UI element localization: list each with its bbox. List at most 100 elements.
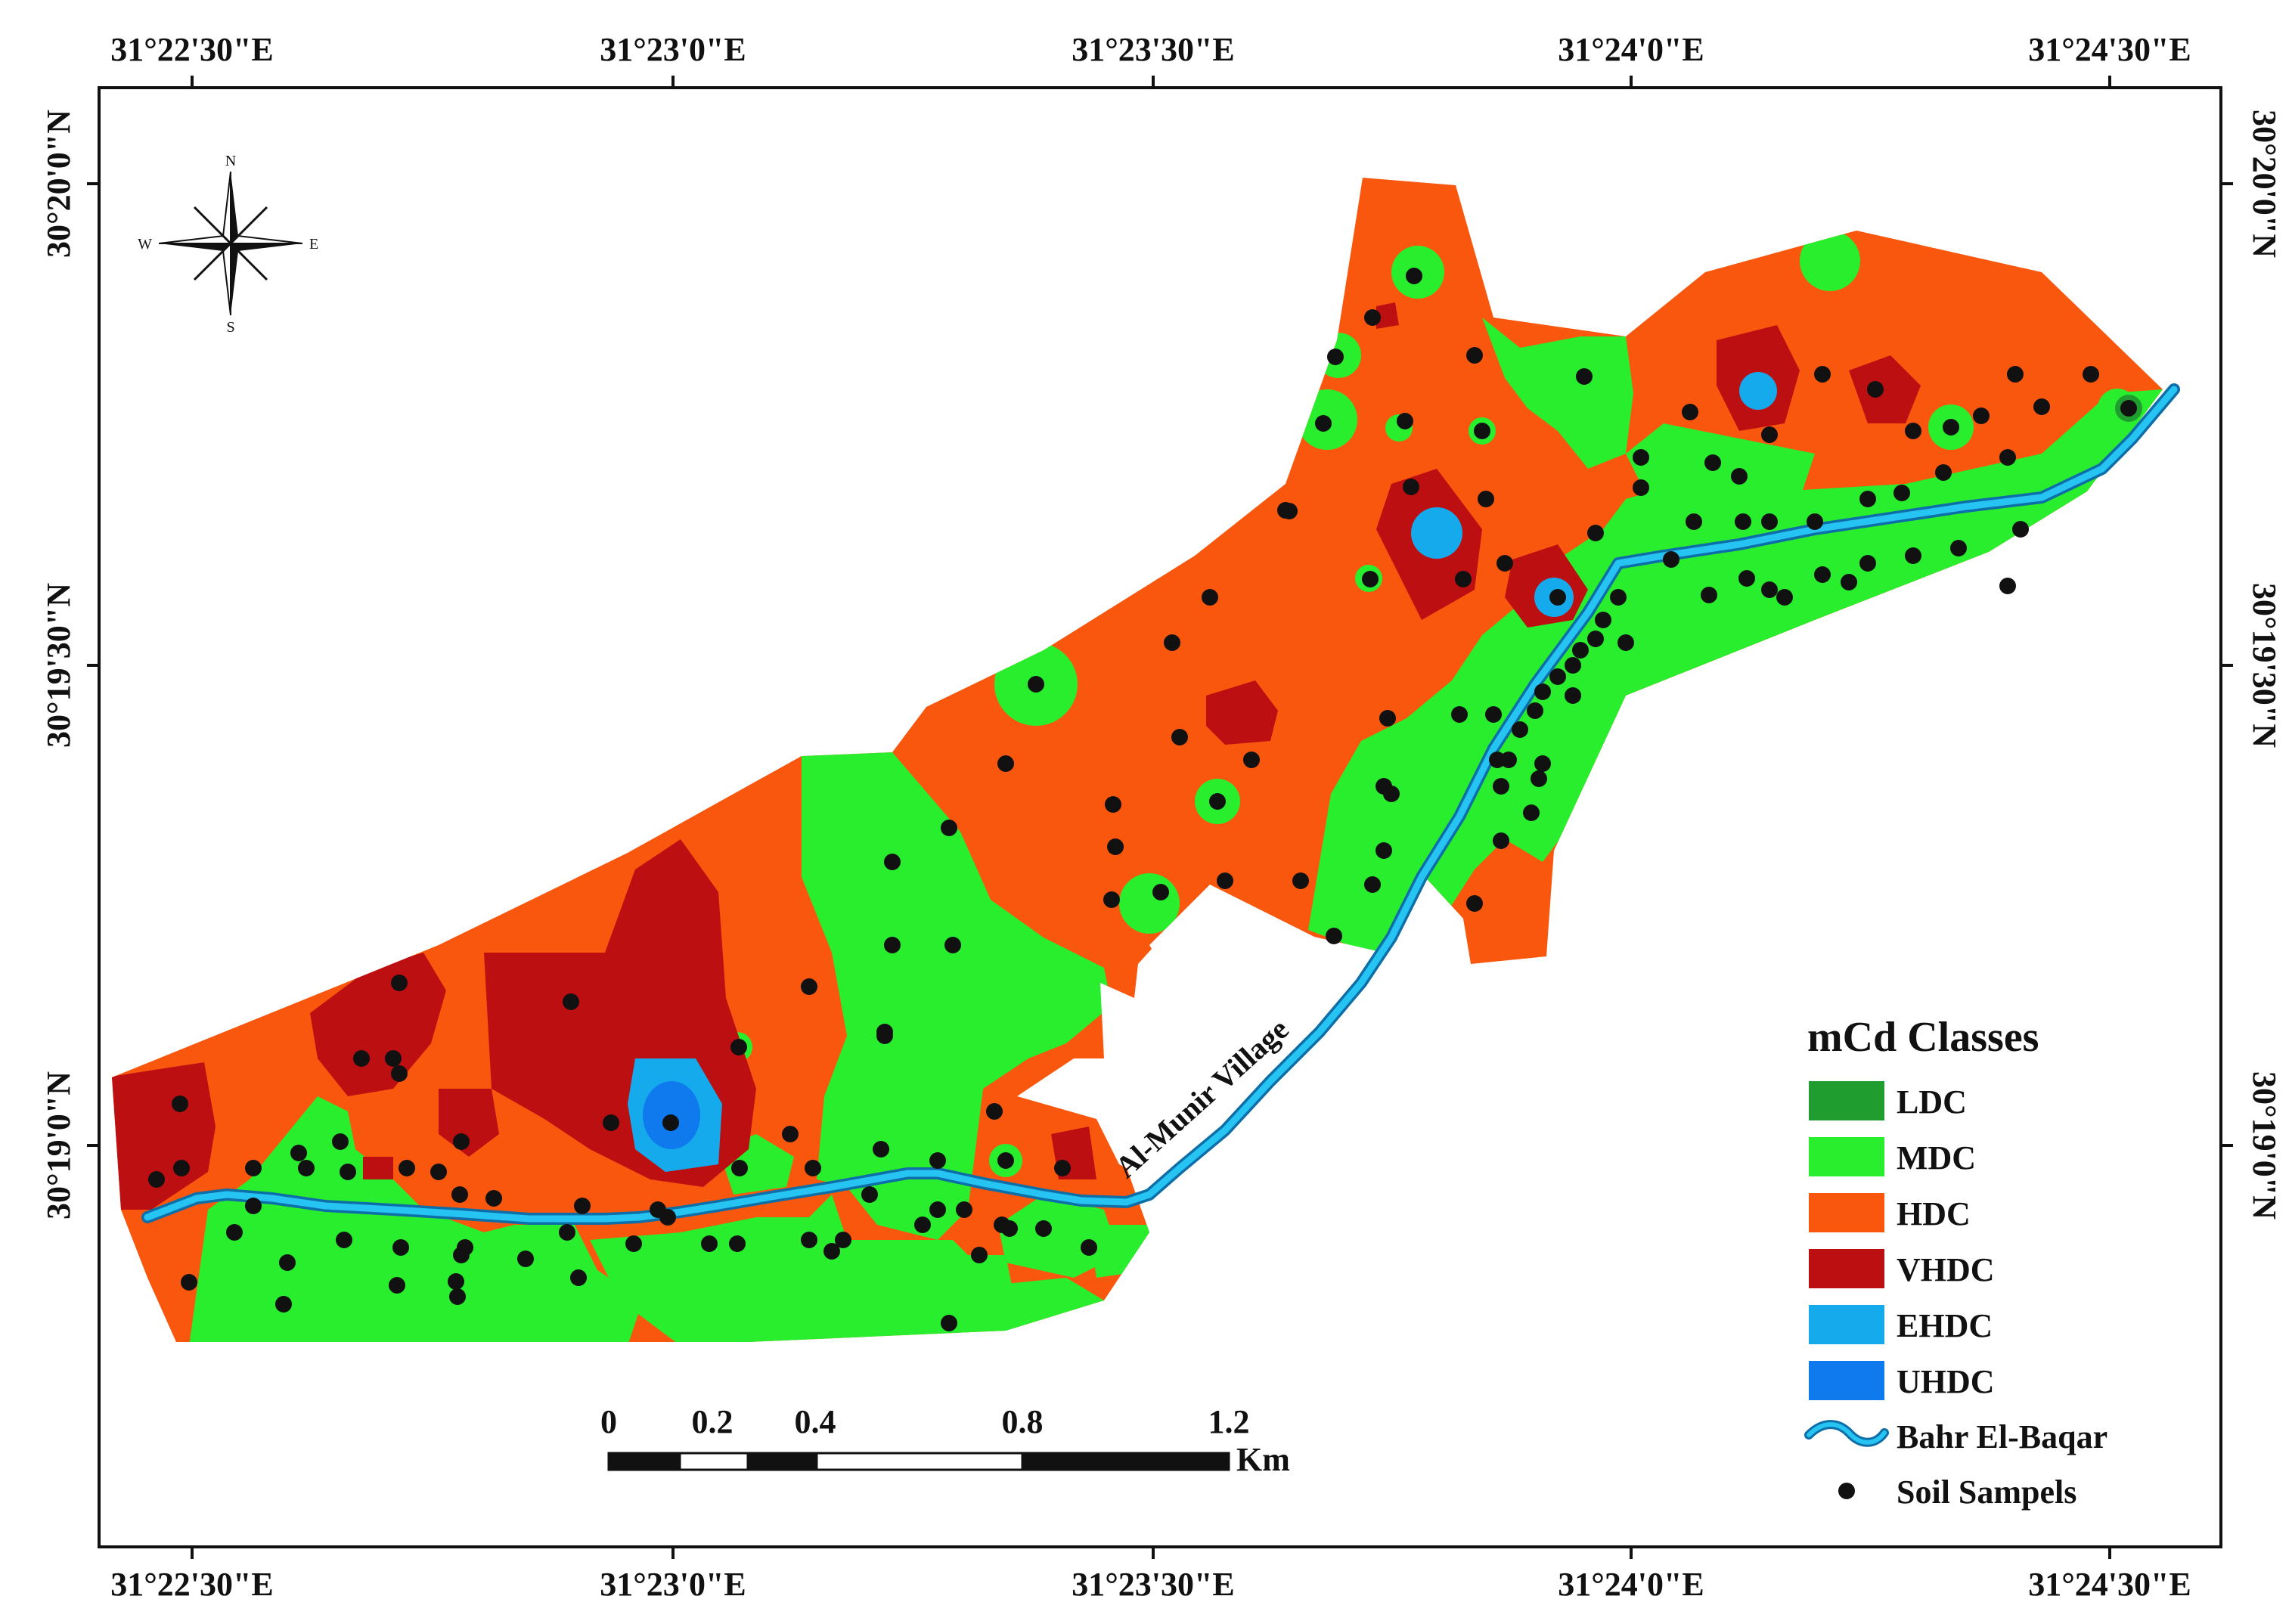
soil-sample-point: [1701, 587, 1717, 603]
soil-sample-point: [731, 1160, 748, 1176]
soil-sample-point: [997, 1152, 1014, 1169]
lon-label-top-1: 31°22'30"E: [110, 31, 274, 68]
soil-sample-point: [876, 1024, 893, 1040]
soil-sample-point: [1527, 702, 1543, 719]
river-bahr-el-baqar-inner: [144, 386, 2178, 1223]
soil-sample-point: [448, 1273, 464, 1290]
soil-sample-point: [1534, 755, 1551, 772]
soil-sample-point: [1841, 574, 1857, 590]
legend-label-ehdc: EHDC: [1897, 1307, 1993, 1344]
soil-sample-point: [245, 1160, 262, 1176]
village-area: [1017, 885, 1384, 1183]
left-latitude-labels: 30°20'0"N 30°19'30"N 30°19'0"N: [40, 110, 77, 1220]
soil-sample-point: [801, 978, 817, 995]
scale-tick-1-2: 1.2: [1208, 1403, 1250, 1440]
soil-sample-point: [662, 1114, 679, 1131]
soil-sample-point: [1776, 589, 1793, 606]
soil-sample-point: [1209, 793, 1226, 810]
soil-sample-point: [914, 1216, 931, 1233]
soil-sample-point: [298, 1160, 315, 1176]
soil-sample-point: [1859, 555, 1876, 572]
scale-tick-0-4: 0.4: [795, 1403, 836, 1440]
soil-sample-point: [1474, 423, 1490, 439]
scale-tick-0: 0: [600, 1403, 617, 1440]
legend-label-mdc: MDC: [1897, 1139, 1976, 1176]
scale-unit: Km: [1236, 1441, 1290, 1478]
map-frame: [98, 86, 2222, 1548]
soil-sample-point: [1633, 449, 1649, 466]
soil-sample-point: [1531, 770, 1547, 787]
lon-label-bottom-4: 31°24'0"E: [1558, 1566, 1704, 1603]
soil-sample-point: [1704, 454, 1721, 471]
soil-sample-point: [941, 820, 957, 836]
soil-sample-point: [944, 937, 961, 953]
soil-sample-point: [701, 1235, 718, 1252]
legend-swatch-mdc: [1809, 1137, 1884, 1176]
soil-sample-point: [835, 1232, 851, 1248]
soil-sample-point: [1493, 832, 1509, 849]
compass-w: W: [138, 236, 152, 253]
soil-sample-point: [1565, 687, 1581, 704]
soil-sample-point: [1534, 683, 1551, 700]
lat-label-right-3: 30°19'0"N: [2246, 1071, 2283, 1220]
soil-sample-point: [290, 1145, 307, 1161]
scale-bar: 0 0.2 0.4 0.8 1.2 Km: [600, 1403, 1290, 1478]
soil-sample-point: [1893, 485, 1910, 501]
soil-sample-point: [1364, 876, 1381, 893]
soil-sample-point: [1466, 895, 1483, 912]
soil-sample-point: [1867, 381, 1884, 398]
top-longitude-labels: 31°22'30"E 31°23'0"E 31°23'30"E 31°24'0"…: [110, 31, 2191, 68]
soil-sample-point: [340, 1164, 356, 1180]
right-latitude-labels: 30°20'0"N 30°19'30"N 30°19'0"N: [2246, 110, 2283, 1220]
soil-sample-point: [1489, 752, 1506, 768]
soil-sample-point: [884, 854, 901, 870]
soil-sample-point: [1523, 804, 1540, 821]
lat-label-right-1: 30°20'0"N: [2246, 110, 2283, 258]
legend-swatch-uhdc: [1809, 1361, 1884, 1400]
soil-sample-point: [1326, 928, 1342, 944]
soil-sample-point: [1999, 449, 2016, 466]
soil-sample-point: [929, 1152, 946, 1169]
lon-label-bottom-3: 31°23'30"E: [1072, 1566, 1235, 1603]
soil-sample-point: [1610, 589, 1627, 606]
soil-sample-point: [148, 1171, 165, 1188]
soil-sample-point: [1572, 642, 1589, 659]
soil-sample-point: [389, 1277, 405, 1294]
soil-sample-point: [485, 1190, 502, 1207]
soil-sample-point: [971, 1247, 988, 1263]
soil-sample-point: [1587, 631, 1604, 647]
soil-sample-point: [1455, 571, 1472, 587]
soil-sample-point: [451, 1186, 468, 1203]
soil-sample-point: [1576, 368, 1593, 385]
soil-sample-point: [574, 1198, 591, 1214]
frame-ticks: [87, 76, 2233, 1559]
soil-sample-point: [1327, 349, 1344, 365]
lon-label-top-5: 31°24'30"E: [2028, 31, 2191, 68]
lat-label-left-1: 30°20'0"N: [40, 110, 77, 258]
legend-swatch-hdc: [1809, 1193, 1884, 1232]
soil-sample-point: [453, 1247, 470, 1263]
soil-sample-point: [1905, 547, 1921, 564]
soil-sample-point: [1761, 426, 1778, 443]
scale-tick-0-2: 0.2: [692, 1403, 734, 1440]
soil-sample-point: [2012, 521, 2029, 538]
soil-sample-point: [563, 993, 579, 1010]
lon-label-top-4: 31°24'0"E: [1558, 31, 1704, 68]
soil-sample-point: [275, 1296, 292, 1313]
soil-sample-point: [399, 1160, 415, 1176]
legend-sample-icon: [1838, 1483, 1855, 1499]
scale-tick-0-8: 0.8: [1002, 1403, 1044, 1440]
soil-sample-point: [1663, 551, 1679, 568]
soil-sample-point: [1738, 570, 1755, 587]
soil-sample-point: [1202, 589, 1218, 606]
soil-sample-point: [1682, 404, 1698, 420]
soil-sample-point: [391, 1065, 408, 1082]
soil-sample-point: [181, 1274, 197, 1291]
legend-samples-label: Soil Sampels: [1897, 1474, 2076, 1511]
lon-label-top-3: 31°23'30"E: [1072, 31, 1235, 68]
north-arrow-icon: N S E W: [138, 153, 318, 336]
soil-sample-point: [1950, 540, 1967, 556]
soil-sample-point: [1376, 842, 1392, 859]
lon-label-bottom-2: 31°23'0"E: [600, 1566, 746, 1603]
soil-sample-point: [1292, 872, 1309, 889]
